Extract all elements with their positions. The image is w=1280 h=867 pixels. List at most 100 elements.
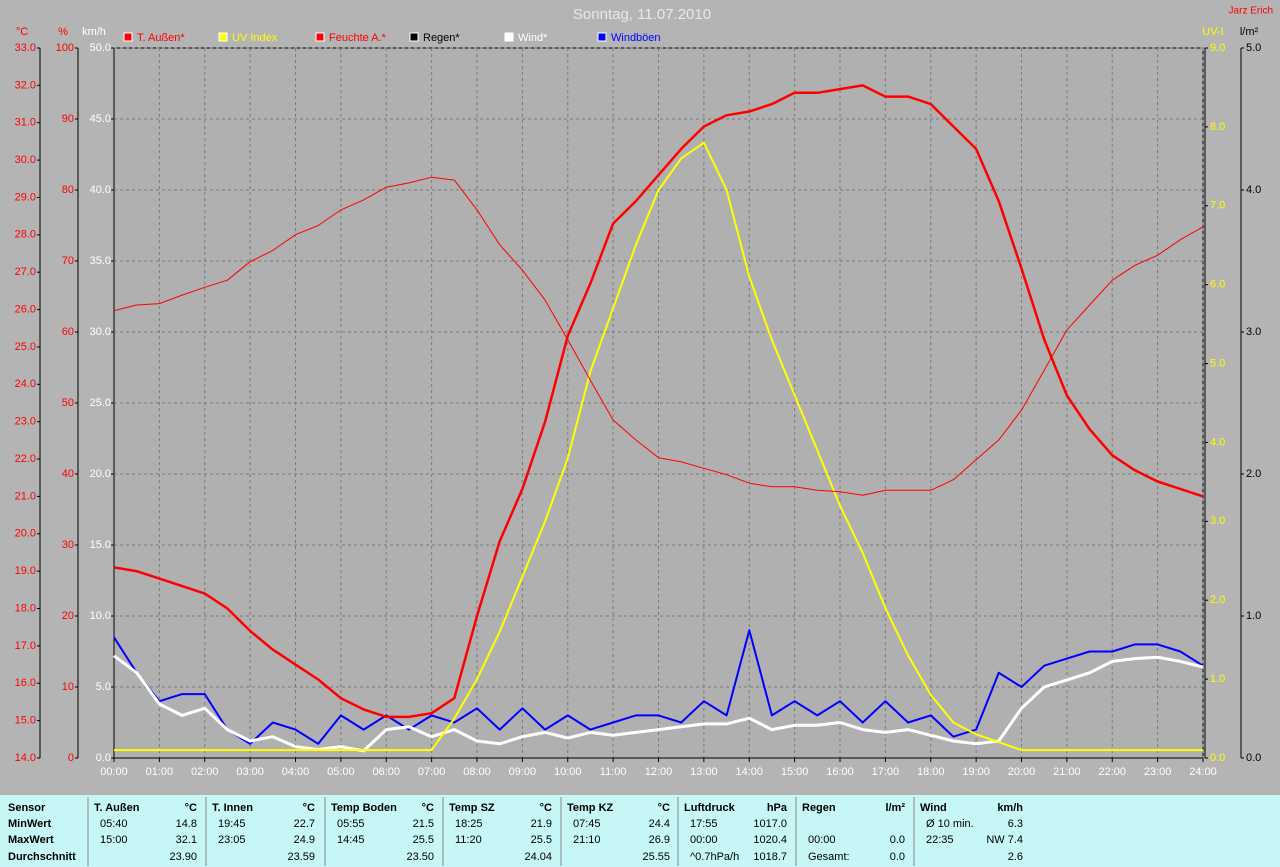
cell-time: 15:00 [100, 834, 128, 846]
x-tick-label: 10:00 [554, 766, 582, 778]
legend-label: T. Außen* [137, 32, 185, 44]
line [114, 141, 1203, 752]
cell-value: 1020.4 [753, 834, 787, 846]
group-title: Temp SZ [449, 802, 495, 814]
y-tick-label: 24.0 [15, 378, 36, 390]
group-unit: °C [185, 802, 197, 814]
y-tick-label: 4.0 [1246, 184, 1261, 196]
y-tick-label: 2.0 [1210, 594, 1225, 606]
y-tick-label: 27.0 [15, 266, 36, 278]
y-tick-label: 4.0 [1210, 436, 1225, 448]
y-tick-label: 17.0 [15, 640, 36, 652]
group-unit: km/h [997, 802, 1023, 814]
y-axis-unit: °C [16, 26, 28, 38]
y-tick-label: 80 [62, 184, 74, 196]
line [113, 84, 1204, 719]
cell-value: 32.1 [176, 834, 197, 846]
y-tick-label: 16.0 [15, 677, 36, 689]
cell-value: 24.04 [524, 851, 552, 863]
y-tick-label: 10.0 [90, 610, 111, 622]
cell-time: 00:00 [690, 834, 718, 846]
group-unit: °C [422, 802, 434, 814]
legend-swatch [597, 32, 607, 42]
y-tick-label: 5.0 [1246, 42, 1261, 54]
y-tick-label: 10 [62, 681, 74, 693]
x-tick-label: 21:00 [1053, 766, 1081, 778]
y-tick-label: 30 [62, 539, 74, 551]
x-tick-label: 08:00 [463, 766, 491, 778]
x-tick-label: 24:00 [1189, 766, 1217, 778]
x-tick-label: 13:00 [690, 766, 718, 778]
y-tick-label: 29.0 [15, 191, 36, 203]
group-unit: hPa [767, 802, 788, 814]
y-axis-unit: km/h [82, 26, 106, 38]
cell-time: 00:00 [808, 834, 836, 846]
stats-panel [0, 795, 1280, 867]
x-tick-label: 06:00 [372, 766, 400, 778]
cell-value: NW 7.4 [986, 834, 1023, 846]
row-label: MinWert [8, 818, 52, 830]
x-tick-label: 20:00 [1008, 766, 1036, 778]
y-axis-unit: l/m² [1240, 26, 1259, 38]
legend-swatch [218, 32, 228, 42]
group-unit: l/m² [885, 802, 905, 814]
cell-value: 24.4 [649, 818, 670, 830]
cell-value: 23.59 [287, 851, 315, 863]
cell-time: 18:25 [455, 818, 483, 830]
cell-value: 0.0 [890, 834, 905, 846]
legend-swatch [123, 32, 133, 42]
y-tick-label: 0.0 [1246, 752, 1261, 764]
y-tick-label: 22.0 [15, 453, 36, 465]
y-tick-label: 5.0 [1210, 357, 1225, 369]
y-tick-label: 90 [62, 113, 74, 125]
y-tick-label: 8.0 [1210, 121, 1225, 133]
y-tick-label: 1.0 [1246, 610, 1261, 622]
cell-time: 07:45 [573, 818, 601, 830]
legend-label: Feuchte A.* [329, 32, 387, 44]
y-tick-label: 20.0 [90, 468, 111, 480]
y-tick-label: 40.0 [90, 184, 111, 196]
cell-time: ^0.7hPa/h [690, 851, 739, 863]
x-tick-label: 23:00 [1144, 766, 1172, 778]
cell-time: 19:45 [218, 818, 246, 830]
group-title: Regen [802, 802, 836, 814]
y-tick-label: 33.0 [15, 42, 36, 54]
y-tick-label: 15.0 [90, 539, 111, 551]
cell-value: 21.5 [413, 818, 434, 830]
x-tick-label: 04:00 [282, 766, 310, 778]
cell-time: 11:20 [455, 834, 482, 846]
legend-swatch [409, 32, 419, 42]
y-axis-unit: % [58, 26, 68, 38]
group-unit: °C [303, 802, 315, 814]
cell-value: 25.5 [413, 834, 434, 846]
y-tick-label: 19.0 [15, 565, 36, 577]
y-tick-label: 23.0 [15, 416, 36, 428]
y-tick-label: 40 [62, 468, 74, 480]
x-tick-label: 15:00 [781, 766, 809, 778]
group-title: Luftdruck [684, 802, 736, 814]
cell-time: Ø 10 min. [926, 818, 974, 830]
y-tick-label: 31.0 [15, 117, 36, 129]
cell-time: 05:40 [100, 818, 128, 830]
y-tick-label: 26.0 [15, 303, 36, 315]
cell-time: 05:55 [337, 818, 365, 830]
group-title: T. Außen [94, 802, 140, 814]
y-tick-label: 15.0 [15, 715, 36, 727]
group-unit: °C [540, 802, 552, 814]
cell-value: 1018.7 [753, 851, 787, 863]
x-tick-label: 07:00 [418, 766, 446, 778]
y-tick-label: 70 [62, 255, 74, 267]
legend-label: Wind* [518, 32, 548, 44]
cell-value: 0.0 [890, 851, 905, 863]
x-tick-label: 12:00 [645, 766, 673, 778]
y-tick-label: 20.0 [15, 528, 36, 540]
cell-time: 14:45 [337, 834, 365, 846]
y-tick-label: 21.0 [15, 490, 36, 502]
cell-time: Gesamt: [808, 851, 850, 863]
y-tick-label: 0.0 [96, 752, 111, 764]
cell-value: 22.7 [294, 818, 315, 830]
cell-value: 6.3 [1008, 818, 1023, 830]
cell-value: 23.90 [169, 851, 197, 863]
x-tick-label: 14:00 [735, 766, 763, 778]
x-tick-label: 03:00 [236, 766, 264, 778]
